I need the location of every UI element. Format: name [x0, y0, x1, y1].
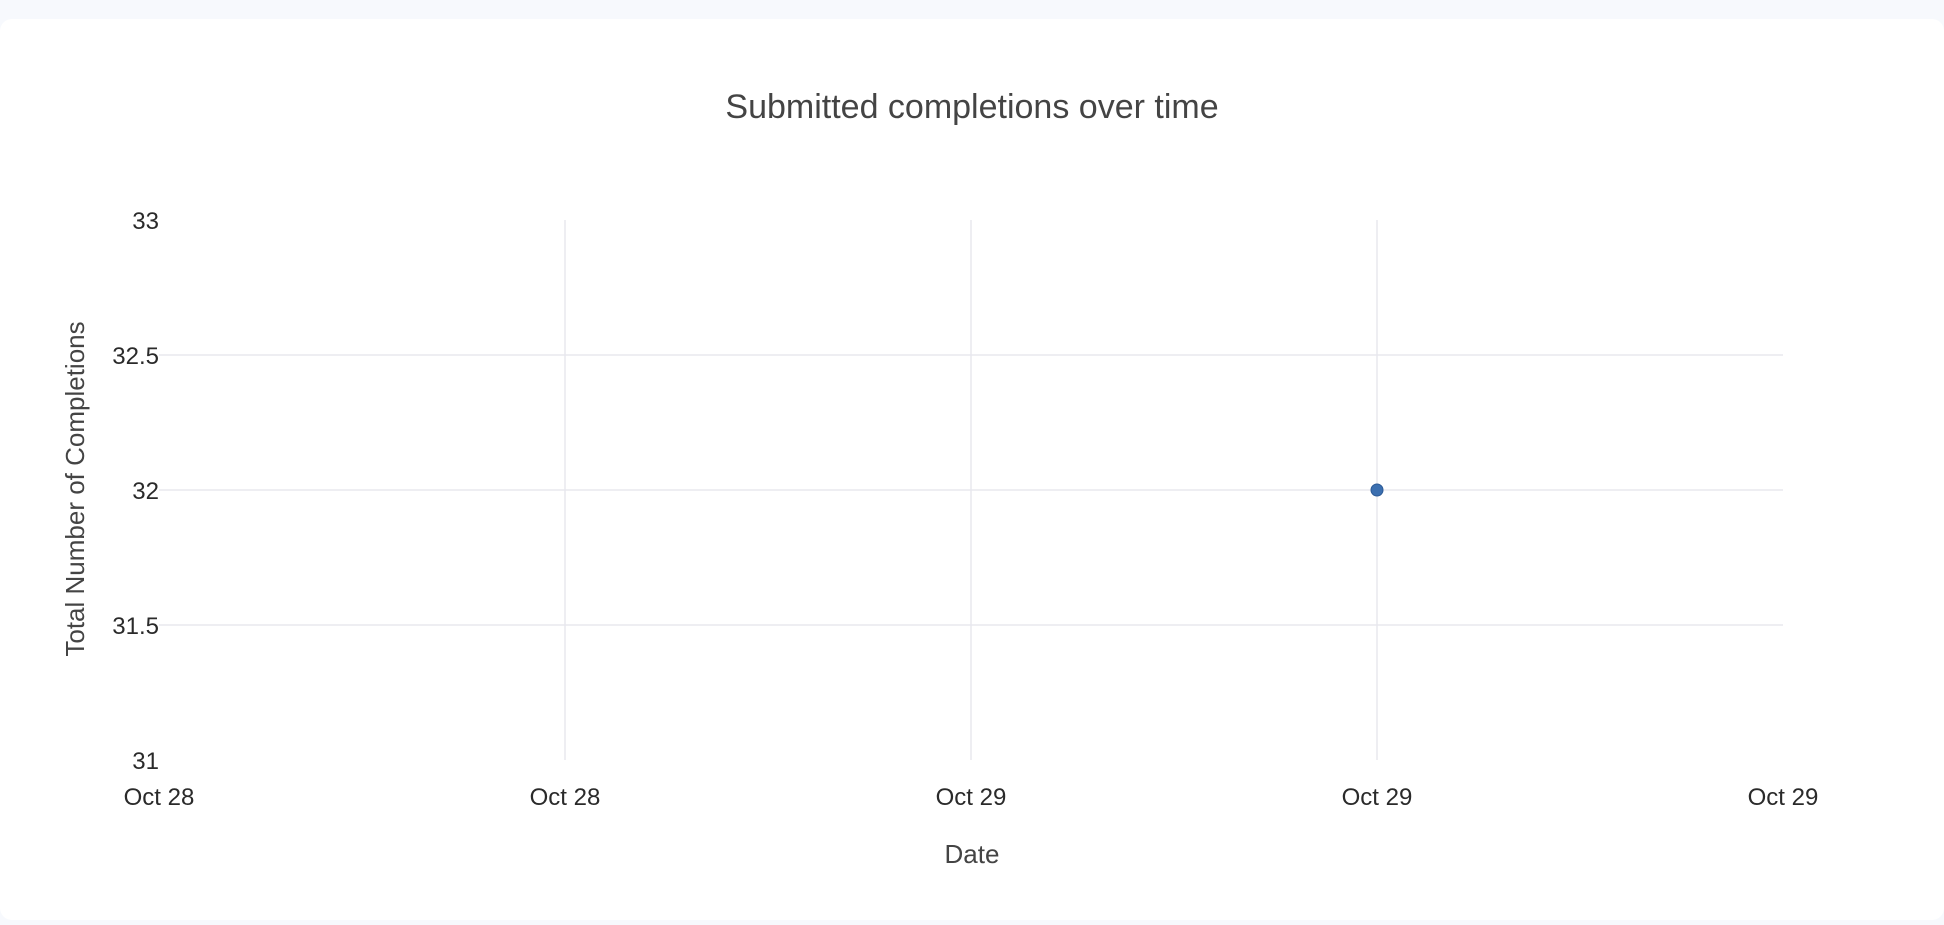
data-points	[1370, 483, 1384, 497]
x-tick-label: Oct 29	[1342, 784, 1413, 811]
y-axis-label: Total Number of Completions	[60, 321, 90, 656]
completions-chart: Submitted completions over time 33 32.5 32…	[60, 88, 1819, 869]
y-tick-label: 32.5	[112, 343, 159, 370]
chart-card: Submitted completions over time 33 32.5 32…	[0, 19, 1944, 920]
x-tick-label: Oct 28	[530, 784, 601, 811]
x-axis-ticks: Oct 28 Oct 28 Oct 29 Oct 29 Oct 29	[124, 784, 1819, 811]
chart-title: Submitted completions over time	[725, 88, 1218, 126]
y-tick-label: 31	[132, 748, 159, 775]
y-tick-label: 32	[132, 478, 159, 505]
y-tick-label: 31.5	[112, 613, 159, 640]
y-axis-ticks: 33 32.5 32 31.5 31	[112, 208, 159, 775]
grid-layer	[159, 220, 1783, 760]
data-point[interactable]	[1370, 483, 1384, 497]
x-axis-label: Date	[945, 839, 1000, 869]
x-tick-label: Oct 29	[936, 784, 1007, 811]
y-tick-label: 33	[132, 208, 159, 235]
x-tick-label: Oct 28	[124, 784, 195, 811]
x-tick-label: Oct 29	[1748, 784, 1819, 811]
